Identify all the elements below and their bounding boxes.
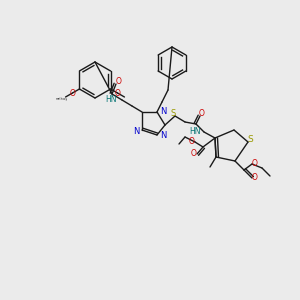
Text: S: S [170,110,175,118]
Text: O: O [252,173,258,182]
Text: O: O [189,136,195,146]
Text: O: O [70,88,75,98]
Text: O: O [116,77,122,86]
Text: O: O [252,160,258,169]
Text: N: N [133,127,139,136]
Text: N: N [160,106,166,116]
Text: HN: HN [106,95,117,104]
Text: O: O [199,110,205,118]
Text: O: O [191,149,197,158]
Text: N: N [160,131,166,140]
Text: O: O [115,88,121,98]
Text: S: S [247,134,253,143]
Text: methoxy: methoxy [56,97,68,101]
Text: HN: HN [190,127,201,136]
